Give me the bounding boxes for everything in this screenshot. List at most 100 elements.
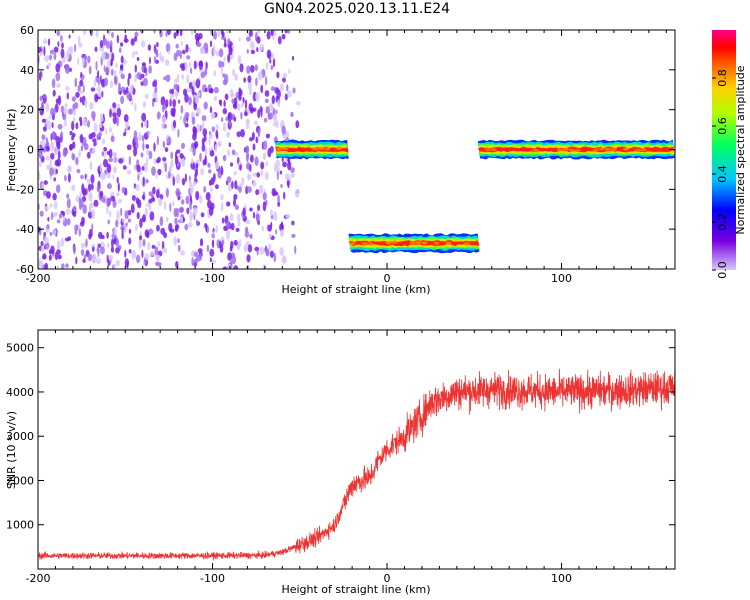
noise-blob (120, 95, 125, 105)
noise-blob (95, 60, 98, 71)
noise-blob (190, 189, 193, 197)
noise-blob (115, 247, 120, 254)
noise-blob (142, 142, 145, 151)
noise-blob (108, 127, 113, 133)
noise-blob (120, 73, 125, 80)
noise-blob (210, 187, 213, 192)
noise-blob (91, 209, 96, 219)
noise-blob (252, 211, 256, 219)
noise-blob (123, 132, 126, 137)
noise-blob (189, 211, 194, 221)
noise-blob (184, 122, 189, 128)
noise-blob (96, 246, 100, 254)
noise-blob (277, 201, 281, 207)
noise-blob (148, 65, 152, 74)
noise-blob (243, 77, 247, 83)
noise-blob (262, 152, 267, 161)
noise-blob (247, 244, 253, 253)
noise-blob (57, 41, 60, 47)
noise-blob (144, 179, 149, 184)
noise-blob (222, 107, 227, 115)
noise-blob (169, 89, 173, 94)
noise-blob (255, 136, 259, 144)
snr-ytick-label: 5000 (6, 342, 34, 355)
noise-blob (254, 156, 259, 166)
noise-blob (179, 216, 184, 223)
spectrogram-ytick-label: -40 (16, 223, 34, 236)
tone-peak (361, 242, 368, 246)
noise-blob (273, 163, 276, 171)
noise-blob (53, 211, 59, 217)
noise-blob (255, 77, 258, 87)
noise-blob (247, 173, 252, 180)
noise-blob (124, 249, 127, 258)
noise-blob (153, 30, 156, 34)
noise-blob (74, 224, 79, 232)
noise-blob (78, 197, 81, 207)
noise-blob (78, 228, 82, 237)
noise-blob (131, 195, 136, 201)
snr-panel: -200 -100 0 100 1000 2000 3000 4000 5000 Height … (5, 329, 676, 596)
noise-blob (116, 103, 121, 109)
noise-blob (65, 263, 69, 268)
noise-blob (264, 171, 269, 181)
noise-blob (141, 112, 147, 122)
noise-blob (233, 239, 238, 246)
noise-blob (77, 35, 81, 45)
noise-blob (217, 141, 222, 148)
noise-blob (41, 139, 45, 148)
noise-blob (219, 241, 222, 249)
noise-blob (155, 174, 158, 179)
noise-blob (153, 142, 156, 152)
noise-blob (185, 44, 189, 53)
tone-peak (598, 147, 605, 151)
noise-blob (155, 59, 160, 64)
noise-blob (90, 183, 94, 191)
tone-peak (403, 241, 410, 245)
noise-blob (253, 179, 256, 188)
noise-blob (279, 83, 284, 92)
noise-blob (184, 61, 188, 72)
noise-blob (107, 59, 112, 69)
noise-blob (39, 51, 43, 57)
noise-blob (95, 30, 99, 38)
tone-peak (457, 241, 464, 245)
noise-blob (155, 158, 160, 164)
noise-blob (161, 240, 165, 250)
noise-blob (269, 103, 274, 112)
noise-blob (139, 218, 143, 229)
noise-blob (72, 205, 77, 212)
snr-frame (37, 329, 676, 570)
noise-blob (134, 50, 139, 56)
noise-blob (163, 200, 167, 210)
noise-blob (238, 89, 243, 97)
noise-blob (228, 142, 232, 148)
spectrogram-ytick-label: 0 (27, 144, 34, 157)
noise-blob (80, 249, 85, 256)
noise-blob (273, 252, 277, 263)
tone-peak (288, 149, 295, 152)
noise-blob (174, 90, 179, 98)
noise-blob (220, 165, 223, 176)
noise-blob (64, 120, 67, 128)
spectrogram-ytick-label: 40 (20, 64, 34, 77)
tone-peak (282, 147, 289, 151)
noise-blob (276, 89, 281, 99)
noise-blob (42, 126, 47, 132)
noise-blob (272, 58, 276, 68)
noise-blob (210, 30, 213, 36)
tone-peak (550, 148, 557, 152)
noise-blob (208, 136, 211, 146)
noise-blob (145, 144, 150, 149)
noise-blob (209, 248, 215, 257)
tone-peak (355, 241, 362, 244)
noise-blob (100, 116, 104, 123)
noise-blob (100, 174, 105, 180)
noise-blob (169, 93, 174, 100)
noise-blob (89, 102, 94, 110)
noise-blob (200, 168, 205, 176)
noise-blob (203, 101, 208, 110)
noise-blob (276, 171, 279, 181)
noise-blob (103, 77, 109, 87)
noise-blob (191, 158, 194, 165)
